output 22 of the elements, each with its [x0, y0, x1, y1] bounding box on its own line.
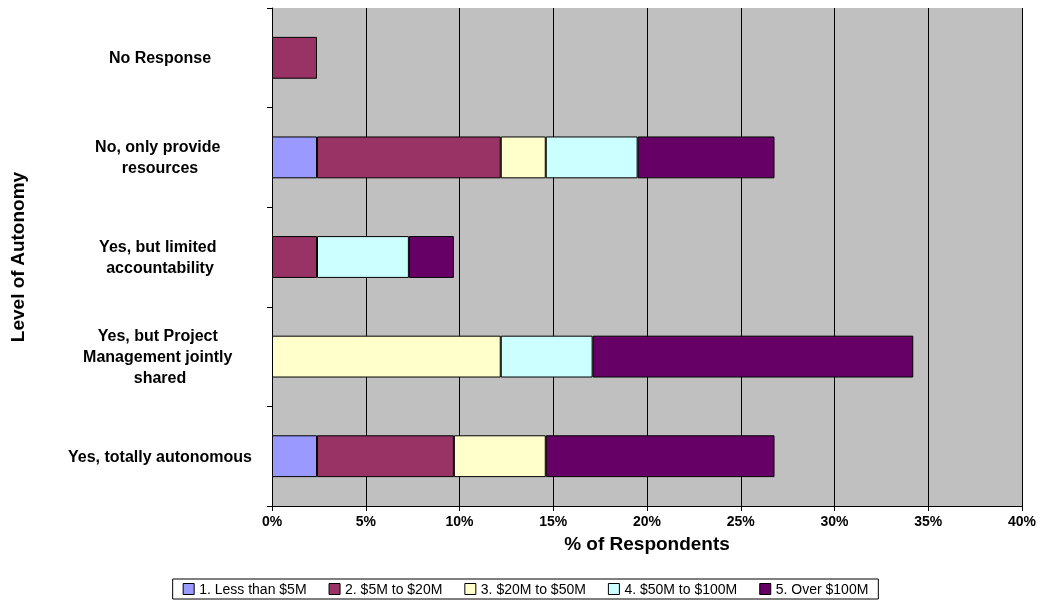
y-tick-label: No, only provide resources — [95, 138, 225, 177]
y-axis-title: Level of Autonomy — [7, 171, 28, 343]
legend-label: 2. $5M to $20M — [345, 581, 443, 597]
y-tick-label: No Response — [108, 49, 212, 67]
x-axis-title: % of Respondents — [564, 533, 730, 554]
y-tick-label: Yes, but limited accountability — [99, 238, 221, 276]
legend-label: 3. $20M to $50M — [480, 581, 586, 597]
bar — [272, 36, 317, 79]
x-tick-label: 15% — [539, 513, 568, 529]
x-tick-label: 0% — [261, 513, 283, 529]
x-tick-label: 30% — [820, 513, 850, 529]
x-tick-label: 10% — [445, 513, 475, 529]
x-tick-label: 40% — [1007, 513, 1037, 529]
legend-label: 5. Over $100M — [775, 581, 869, 597]
legend-label: 1. Less than $5M — [199, 581, 307, 597]
x-tick-label: 5% — [355, 513, 377, 529]
y-tick-label: Yes, totally autonomous — [67, 447, 253, 465]
x-tick-label: 35% — [914, 513, 943, 529]
y-tick-label: Yes, but Project Management jointly shared — [83, 327, 237, 387]
x-tick-label: 25% — [726, 513, 756, 529]
legend-label: 4. $50M to $100M — [624, 581, 738, 597]
x-tick-label: 20% — [632, 513, 662, 529]
